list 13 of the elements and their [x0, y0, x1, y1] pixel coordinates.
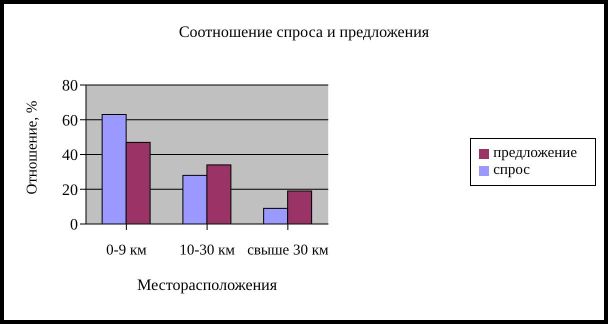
y-tick-label: 0 [70, 216, 78, 234]
legend-label: спрос [493, 162, 530, 178]
y-tick-label: 60 [62, 112, 78, 130]
x-tick-label: 0-9 км [106, 242, 148, 259]
x-axis-title: Месторасположения [137, 277, 278, 294]
y-tick-label: 20 [62, 182, 78, 199]
x-tick-label: 10-30 км [179, 242, 236, 259]
legend-label: предложение [493, 145, 577, 161]
y-axis-title: Отношение, % [24, 100, 40, 194]
y-tick-label: 80 [62, 78, 78, 95]
y-tick-label: 40 [62, 147, 78, 164]
chart-title: Соотношение спроса и предложения [178, 24, 430, 42]
x-tick-label: свыше 30 км [247, 242, 330, 259]
